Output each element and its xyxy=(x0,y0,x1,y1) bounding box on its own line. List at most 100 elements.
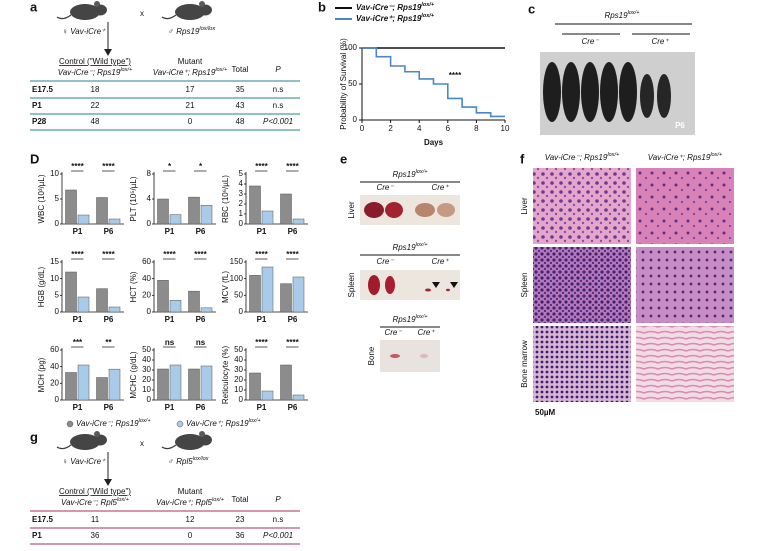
bar xyxy=(249,372,261,401)
legend-label-main: Vav-iCre⁻; Rps19 xyxy=(356,3,422,12)
organ xyxy=(420,354,428,358)
significance: *** xyxy=(73,338,83,347)
significance: **** xyxy=(255,338,268,347)
organ xyxy=(437,203,455,217)
cell: 48 xyxy=(236,117,245,126)
x-tick-label: P1 xyxy=(73,315,83,324)
tissue-label: Bone xyxy=(367,346,376,365)
panel-label: c xyxy=(528,1,535,16)
bar xyxy=(200,307,213,313)
bar xyxy=(65,189,77,225)
col-header: Control ("Wild type") xyxy=(59,487,131,496)
row-label: P1 xyxy=(32,101,42,110)
mouse-body xyxy=(175,434,205,450)
legend-label-sup: lox/+ xyxy=(249,418,262,424)
col-subheader-main: Vav-iCre⁻; Rpl5 xyxy=(61,498,117,507)
mouse-body xyxy=(175,4,205,20)
y-axis-label: HCT (%) xyxy=(129,271,138,302)
y-tick-label: 0 xyxy=(239,219,244,228)
bar xyxy=(261,390,274,401)
age-label: P6 xyxy=(675,121,685,130)
y-tick-label: 5 xyxy=(55,194,60,203)
col-subheader-main: Vav-iCre⁺; Rpl5 xyxy=(156,498,212,507)
arrow-head xyxy=(104,49,112,56)
x-tick-label: P6 xyxy=(288,227,298,236)
y-tick-label: 40 xyxy=(234,355,243,364)
photo-title-main: Rps19 xyxy=(604,11,628,20)
bar xyxy=(280,193,292,225)
col-subheader: Vav-iCre⁻; Rps19lox/+ xyxy=(58,67,133,77)
significance: * xyxy=(199,162,203,171)
x-tick-label: 2 xyxy=(388,124,393,133)
y-tick-label: 40 xyxy=(142,274,151,283)
y-axis-label: Probability of Survival (%) xyxy=(339,38,348,130)
x-axis-label: Days xyxy=(424,138,444,147)
x-tick-label: P6 xyxy=(196,403,206,412)
significance: ns xyxy=(165,338,175,347)
panel-label: a xyxy=(30,0,38,14)
bar xyxy=(77,214,90,225)
block-title: Rps19lox/+ xyxy=(392,169,428,179)
parent-label: ♂ Rpl5lox/lox xyxy=(168,456,209,466)
y-tick-label: 5 xyxy=(55,290,60,299)
bar xyxy=(96,197,108,225)
y-axis-label: MCHC (g/dL) xyxy=(129,351,138,398)
significance: **** xyxy=(102,162,115,171)
bar xyxy=(157,368,169,401)
cell: 36 xyxy=(236,531,245,540)
column-header-sup: lox/+ xyxy=(710,152,723,158)
bar xyxy=(200,205,213,225)
x-tick-label: P6 xyxy=(288,315,298,324)
photo-title: Rps19lox/+ xyxy=(604,10,640,20)
x-tick-label: P1 xyxy=(73,227,83,236)
cell: n.s xyxy=(273,101,284,110)
block-title: Rps19lox/+ xyxy=(392,314,428,324)
significance: **** xyxy=(194,250,207,259)
y-axis-label: HGB (g/dL) xyxy=(37,266,46,307)
tissue-label: Liver xyxy=(347,201,356,219)
significance: ** xyxy=(105,338,112,347)
y-tick-label: 5 xyxy=(239,169,244,178)
parent-label: ♀ Vav-iCre⁺ xyxy=(62,457,106,466)
bar xyxy=(200,365,213,401)
x-tick-label: P6 xyxy=(196,315,206,324)
col-header: Mutant xyxy=(178,57,203,66)
survival-line xyxy=(362,47,505,118)
bar xyxy=(157,198,169,225)
group-label: Cre⁺ xyxy=(431,257,449,266)
bar xyxy=(169,364,182,401)
photo-mouse xyxy=(581,62,599,122)
y-tick-label: 50 xyxy=(234,345,243,354)
x-tick-label: 10 xyxy=(501,124,510,133)
histology-image xyxy=(533,168,631,244)
row-label: Liver xyxy=(520,197,529,215)
y-tick-label: 100 xyxy=(344,43,358,52)
group-label: Cre⁻ xyxy=(384,328,402,337)
y-tick-label: 20 xyxy=(234,375,243,384)
x-tick-label: 8 xyxy=(474,124,479,133)
photo-mouse xyxy=(657,74,671,118)
cell: 12 xyxy=(186,515,195,524)
bar xyxy=(188,290,200,313)
cross-sign: x xyxy=(140,439,144,448)
arrow-head xyxy=(104,479,112,486)
x-tick-label: P6 xyxy=(196,227,206,236)
y-tick-label: 4 xyxy=(239,179,244,188)
col-header: Mutant xyxy=(178,487,203,496)
arrow-marker xyxy=(432,282,440,288)
significance: **** xyxy=(163,250,176,259)
parent-label-sup: lox/lox xyxy=(193,456,209,462)
y-tick-label: 40 xyxy=(142,355,151,364)
group-label: Cre⁻ xyxy=(376,183,394,192)
col-subheader-sup: lox/+ xyxy=(215,67,228,73)
bar xyxy=(261,266,274,313)
x-tick-label: P6 xyxy=(104,227,114,236)
histology-image xyxy=(636,326,734,402)
panel-label: e xyxy=(340,151,347,166)
x-tick-label: P6 xyxy=(288,403,298,412)
y-tick-label: 60 xyxy=(142,257,151,266)
block-title-sup: lox/+ xyxy=(416,242,429,248)
organ xyxy=(385,202,403,218)
legend-swatch xyxy=(66,420,74,428)
